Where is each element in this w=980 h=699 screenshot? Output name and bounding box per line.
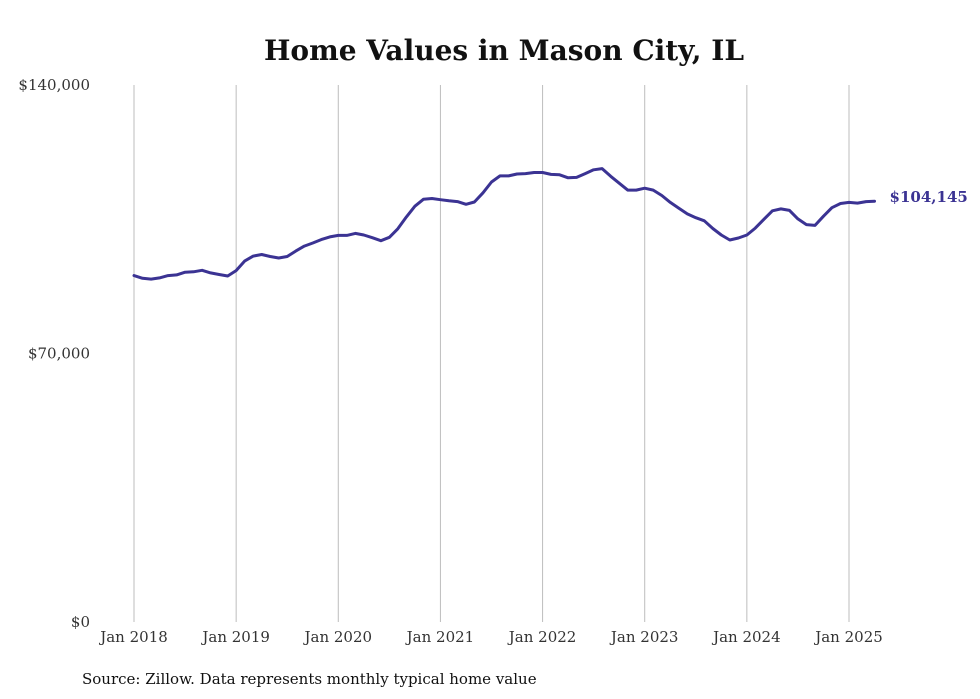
grid-lines [133, 85, 850, 622]
x-tick-label: Jan 2024 [711, 628, 781, 646]
x-tick-label: Jan 2020 [303, 628, 373, 646]
x-axis: Jan 2018 Jan 2019 Jan 2020 Jan 2021 Jan 2022… [98, 628, 883, 646]
y-tick-label: $0 [71, 613, 90, 631]
y-axis: $0 $70,000 $140,000 [18, 76, 90, 631]
x-tick-label: Jan 2018 [98, 628, 168, 646]
y-tick-label: $140,000 [18, 76, 90, 94]
source-note: Source: Zillow. Data represents monthly … [82, 670, 537, 688]
end-value-label: $104,145 [890, 188, 968, 206]
x-tick-label: Jan 2023 [609, 628, 679, 646]
x-tick-label: Jan 2025 [813, 628, 883, 646]
x-tick-label: Jan 2022 [507, 628, 577, 646]
y-tick-label: $70,000 [28, 345, 90, 363]
chart-title: Home Values in Mason City, IL [264, 34, 744, 67]
series-line [132, 167, 876, 281]
x-tick-label: Jan 2019 [200, 628, 270, 646]
x-tick-label: Jan 2021 [405, 628, 475, 646]
